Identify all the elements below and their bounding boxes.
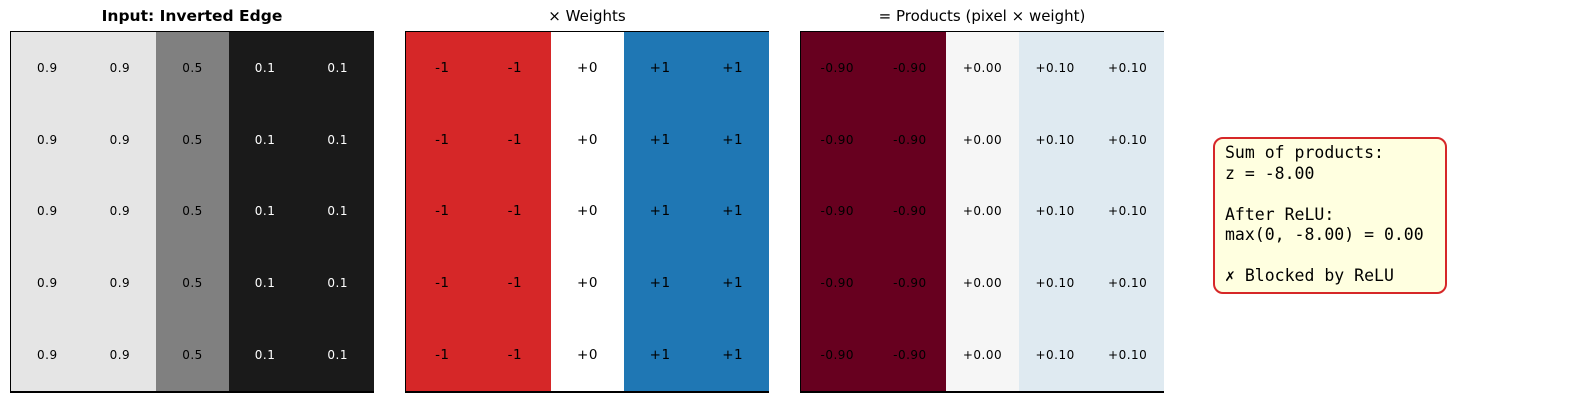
matrix-cell-weights: +1: [696, 247, 769, 320]
matrix-cell-input: 0.9: [11, 319, 84, 391]
matrix-cell-products: +0.00: [946, 32, 1019, 104]
weights-matrix: -1 -1 +0 +1 +1 -1 -1 +0 +1 +1 -1 -1 +0 +1 +1 -1 -1 +0 +1 +1…: [405, 31, 769, 393]
annotation-line-relu-result: max(0, -8.00) = 0.00: [1225, 225, 1424, 244]
matrix-cell-weights: -1: [406, 103, 479, 176]
matrix-cell-weights: -1: [478, 247, 552, 320]
matrix-cell-input: 0.9: [83, 32, 157, 104]
matrix-cell-products: +0.10: [1091, 32, 1164, 104]
matrix-cell-weights: +0: [551, 32, 624, 104]
products-matrix: -0.90 -0.90 +0.00 +0.10 +0.10 -0.90 -0.90 +0.00…: [800, 31, 1164, 393]
matrix-cell-input: 0.1: [301, 103, 374, 176]
matrix-cell-products: +0.10: [1091, 175, 1164, 248]
matrix-cell-weights: -1: [478, 175, 552, 248]
matrix-cell-products: +0.10: [1018, 175, 1092, 248]
matrix-cell-input: 0.9: [11, 247, 84, 320]
matrix-cell-products: -0.90: [873, 319, 947, 391]
matrix-cell-weights: +0: [551, 319, 624, 391]
matrix-cell-products: -0.90: [801, 247, 874, 320]
matrix-cell-input: 0.1: [228, 175, 302, 248]
panel-input: Input: Inverted Edge 0.9 0.9 0.5 0.1 0.1 0.9 0…: [10, 7, 374, 393]
matrix-cell-input: 0.1: [228, 247, 302, 320]
matrix-cell-weights: +1: [696, 319, 769, 391]
matrix-cell-input: 0.9: [11, 32, 84, 104]
panel-products-title: = Products (pixel × weight): [878, 7, 1086, 25]
matrix-cell-weights: -1: [478, 103, 552, 176]
matrix-cell-input: 0.5: [156, 247, 229, 320]
matrix-cell-products: -0.90: [801, 103, 874, 176]
input-matrix: 0.9 0.9 0.5 0.1 0.1 0.9 0.9 0.5 0.1 0.1 0.9 0.9 0.5 0…: [10, 31, 374, 393]
matrix-cell-input: 0.9: [11, 103, 84, 176]
matrix-cell-products: +0.10: [1091, 319, 1164, 391]
matrix-cell-weights: +1: [696, 32, 769, 104]
matrix-cell-input: 0.1: [228, 319, 302, 391]
matrix-cell-products: -0.90: [801, 175, 874, 248]
matrix-cell-weights: -1: [406, 319, 479, 391]
panel-weights: × Weights -1 -1 +0 +1 +1 -1 -1 +0 +1 +1 -1 -1 +0 +1 +1…: [405, 7, 769, 393]
matrix-cell-input: 0.1: [301, 175, 374, 248]
matrix-cell-input: 0.5: [156, 32, 229, 104]
matrix-cell-input: 0.9: [83, 175, 157, 248]
matrix-cell-products: +0.00: [946, 319, 1019, 391]
matrix-cell-products: +0.10: [1018, 319, 1092, 391]
matrix-cell-input: 0.5: [156, 319, 229, 391]
matrix-cell-products: +0.00: [946, 175, 1019, 248]
matrix-cell-input: 0.1: [301, 32, 374, 104]
matrix-cell-products: +0.10: [1091, 103, 1164, 176]
matrix-cell-input: 0.9: [11, 175, 84, 248]
matrix-cell-products: -0.90: [873, 175, 947, 248]
matrix-cell-weights: +1: [623, 103, 697, 176]
matrix-cell-weights: +1: [623, 319, 697, 391]
matrix-cell-weights: -1: [478, 319, 552, 391]
matrix-cell-weights: +1: [623, 247, 697, 320]
matrix-cell-input: 0.9: [83, 247, 157, 320]
matrix-cell-products: -0.90: [801, 32, 874, 104]
matrix-cell-products: +0.10: [1091, 247, 1164, 320]
annotation-line-sum-label: Sum of products:: [1225, 143, 1384, 162]
matrix-cell-weights: -1: [478, 32, 552, 104]
matrix-cell-weights: -1: [406, 32, 479, 104]
annotation-line-relu-label: After ReLU:: [1225, 204, 1335, 224]
matrix-cell-weights: +1: [623, 175, 697, 248]
matrix-cell-weights: +1: [696, 175, 769, 248]
matrix-cell-weights: +0: [551, 247, 624, 320]
matrix-cell-input: 0.1: [301, 247, 374, 320]
annotation-line-blank-1: [1225, 184, 1435, 205]
matrix-cell-input: 0.9: [83, 319, 157, 391]
matrix-cell-weights: +1: [623, 32, 697, 104]
matrix-cell-products: -0.90: [873, 247, 947, 320]
matrix-cell-input: 0.9: [83, 103, 157, 176]
matrix-cell-products: +0.10: [1018, 103, 1092, 176]
annotation-line-z-value: z = -8.00: [1225, 163, 1315, 183]
annotation-line-blank-2: [1225, 246, 1435, 267]
matrix-cell-input: 0.1: [301, 319, 374, 391]
matrix-cell-products: +0.00: [946, 247, 1019, 320]
matrix-cell-products: -0.90: [801, 319, 874, 391]
matrix-cell-weights: -1: [406, 175, 479, 248]
matrix-cell-input: 0.1: [228, 32, 302, 104]
matrix-cell-weights: +0: [551, 175, 624, 248]
matrix-cell-weights: -1: [406, 247, 479, 320]
matrix-cell-input: 0.5: [156, 103, 229, 176]
annotation-line-blocked-status: ✗ Blocked by ReLU: [1225, 266, 1394, 285]
matrix-cell-products: +0.10: [1018, 247, 1092, 320]
matrix-cell-products: -0.90: [873, 103, 947, 176]
matrix-cell-weights: +1: [696, 103, 769, 176]
panel-weights-title: × Weights: [548, 7, 626, 25]
relu-summary-box: Sum of products: z = -8.00 After ReLU: m…: [1213, 137, 1447, 294]
matrix-cell-weights: +0: [551, 103, 624, 176]
panel-input-title: Input: Inverted Edge: [101, 7, 283, 25]
panel-products: = Products (pixel × weight) -0.90 -0.90 +0…: [800, 7, 1164, 393]
matrix-cell-input: 0.1: [228, 103, 302, 176]
matrix-cell-products: +0.00: [946, 103, 1019, 176]
matrix-cell-input: 0.5: [156, 175, 229, 248]
matrix-cell-products: +0.10: [1018, 32, 1092, 104]
matrix-cell-products: -0.90: [873, 32, 947, 104]
